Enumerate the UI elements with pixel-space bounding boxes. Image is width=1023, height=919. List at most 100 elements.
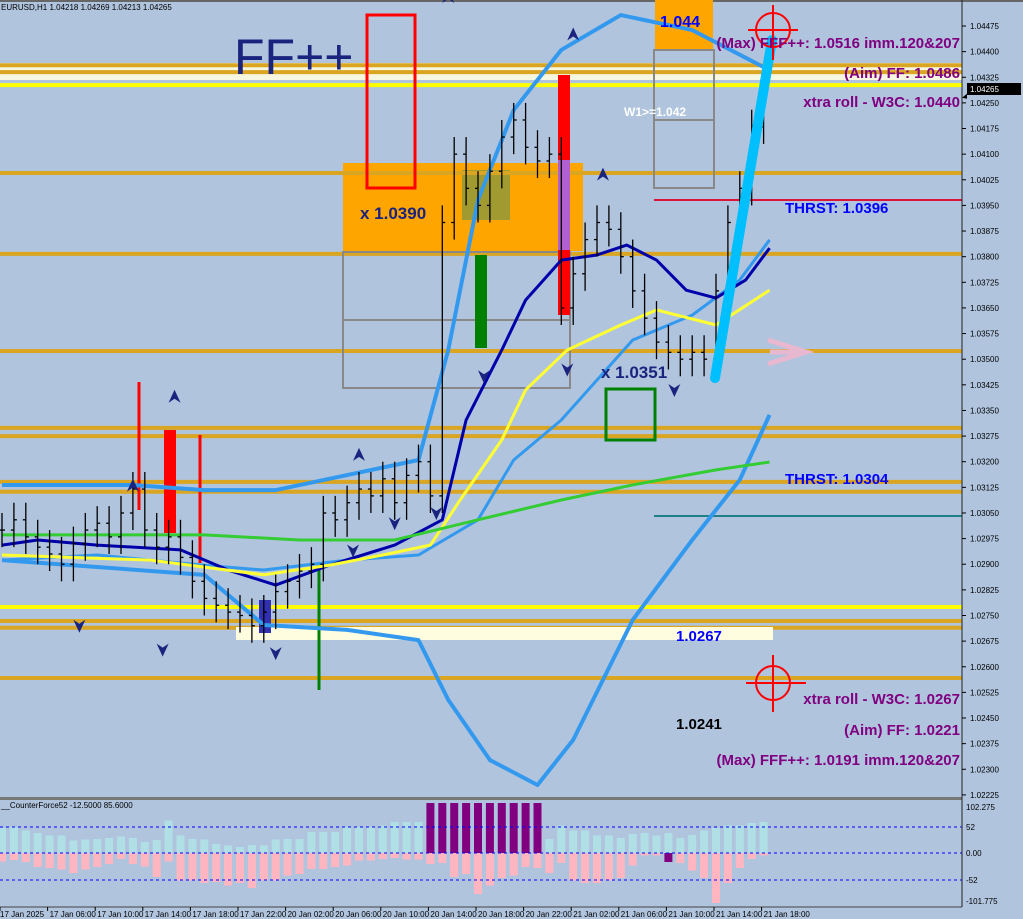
time-tick-label: 21 Jan 18:00 bbox=[764, 910, 811, 919]
histogram-negative-bar bbox=[497, 853, 506, 878]
histogram-negative-bar bbox=[81, 853, 90, 870]
histogram-negative-bar bbox=[224, 853, 233, 886]
ohlc-bar bbox=[308, 547, 315, 589]
price-tick-label: 1.03650 bbox=[970, 304, 999, 313]
histogram-negative-bar bbox=[355, 853, 363, 861]
histogram-negative-bar bbox=[283, 853, 292, 876]
histogram-positive-bar bbox=[117, 836, 125, 853]
histogram-positive-bar bbox=[57, 835, 66, 853]
ind-tick: 102.275 bbox=[966, 803, 995, 812]
histogram-negative-bar bbox=[485, 853, 494, 886]
histogram-positive-bar bbox=[140, 842, 149, 853]
ohlc-bar bbox=[344, 485, 351, 537]
fractal-up-arrow-icon bbox=[126, 478, 139, 492]
current-price-pointer bbox=[962, 93, 967, 99]
histogram-positive-bar bbox=[533, 803, 542, 853]
price-tick-label: 1.02375 bbox=[970, 740, 999, 749]
histogram-negative-bar bbox=[93, 853, 102, 867]
histogram-negative-bar bbox=[462, 853, 471, 874]
ohlc-bar bbox=[284, 564, 291, 609]
ind-tick: -52 bbox=[966, 876, 978, 885]
time-axis: 17 Jan 2025 17 Jan 06:00 17 Jan 10:00 17 Ja… bbox=[0, 907, 810, 919]
ohlc-bar bbox=[34, 519, 41, 565]
price-tick-label: 1.03875 bbox=[970, 227, 999, 236]
histogram-positive-bar bbox=[343, 827, 352, 853]
histogram-negative-bar bbox=[438, 853, 447, 863]
histogram-positive-bar bbox=[212, 844, 221, 853]
fractal-down-arrow-icon bbox=[156, 643, 169, 657]
fractal-down-arrow-icon bbox=[73, 619, 86, 633]
histogram-negative-bar bbox=[569, 853, 578, 881]
ohlc-bar bbox=[153, 512, 160, 565]
histogram-negative-bar bbox=[402, 853, 411, 860]
ohlc-bar bbox=[605, 205, 612, 247]
ma-yellow-line bbox=[1, 288, 771, 577]
current-price-label: 1.04265 bbox=[970, 85, 999, 94]
histogram-negative-bar bbox=[105, 853, 114, 864]
histogram-negative-bar bbox=[581, 853, 590, 883]
ohlc-bar bbox=[260, 594, 267, 643]
price-tick-label: 1.02900 bbox=[970, 560, 999, 569]
histogram-negative-bar bbox=[366, 853, 375, 861]
histogram-positive-bar bbox=[81, 839, 90, 853]
time-tick-label: 21 Jan 10:00 bbox=[668, 910, 715, 919]
histogram-negative-bar bbox=[128, 853, 137, 864]
histogram-positive-bar bbox=[259, 845, 268, 853]
histogram-negative-bar bbox=[319, 853, 328, 869]
ohlc-bar bbox=[0, 512, 5, 548]
histogram-positive-bar bbox=[497, 803, 506, 853]
time-tick-label: 21 Jan 02:00 bbox=[573, 910, 620, 919]
histogram-positive-bar bbox=[604, 835, 613, 853]
histogram-positive-bar bbox=[485, 803, 494, 853]
histogram-positive-bar bbox=[224, 845, 233, 853]
histogram-negative-bar bbox=[45, 853, 54, 868]
histogram-positive-bar bbox=[688, 835, 697, 853]
histogram-positive-bar bbox=[366, 827, 375, 853]
histogram-positive-bar bbox=[581, 830, 590, 853]
ohlc-bar bbox=[320, 495, 327, 582]
price-tick-label: 1.04025 bbox=[970, 176, 999, 185]
time-tick-label: 21 Jan 06:00 bbox=[621, 910, 668, 919]
cyan-projection-line bbox=[710, 35, 777, 383]
price-tick-label: 1.02450 bbox=[970, 714, 999, 723]
blue-bar-marker bbox=[259, 600, 271, 633]
histogram-positive-bar bbox=[45, 835, 54, 853]
ohlc-bar bbox=[106, 506, 113, 554]
histogram-negative-bar bbox=[9, 853, 18, 860]
fractal-down-arrow-icon bbox=[347, 544, 360, 558]
histogram-negative-bar bbox=[676, 853, 685, 863]
histogram-positive-bar bbox=[759, 822, 768, 853]
ohlc-bar bbox=[677, 335, 684, 377]
histogram-positive-bar bbox=[390, 822, 399, 853]
ff-logo-text: FF++ bbox=[234, 29, 353, 85]
histogram-positive-bar bbox=[378, 825, 387, 853]
red-bar-marker-left bbox=[164, 430, 176, 533]
price-tick-label: 1.03125 bbox=[970, 483, 999, 492]
histogram-positive-bar bbox=[247, 845, 256, 853]
fractal-down-arrow-icon bbox=[430, 506, 443, 520]
ind-tick: 52 bbox=[966, 823, 975, 832]
histogram-positive-bar bbox=[712, 828, 720, 853]
histogram-positive-bar bbox=[414, 822, 423, 853]
pink-arrow-icon bbox=[767, 337, 815, 367]
histogram-positive-bar bbox=[307, 832, 316, 853]
histogram-negative-bar bbox=[450, 853, 459, 877]
red-target-box bbox=[365, 13, 417, 190]
price-tick-label: 1.03425 bbox=[970, 381, 999, 390]
histogram-positive-bar bbox=[545, 839, 554, 853]
ohlc-bar bbox=[594, 205, 600, 257]
histogram-positive-bar bbox=[295, 839, 304, 853]
histogram-negative-bar bbox=[176, 853, 185, 881]
pane-separator[interactable] bbox=[0, 797, 962, 800]
ohlc-bar bbox=[201, 564, 208, 616]
histogram-positive-bar bbox=[283, 839, 292, 853]
histogram-negative-bar bbox=[593, 853, 601, 883]
histogram-negative-bar bbox=[628, 853, 637, 866]
price-tick-label: 1.02525 bbox=[970, 688, 999, 697]
green-box bbox=[604, 387, 657, 442]
xtra-up-label: xtra roll - W3C: 1.0440 bbox=[803, 94, 960, 111]
histogram-positive-bar bbox=[188, 839, 197, 853]
histogram-negative-bar bbox=[509, 853, 518, 876]
ohlc-bar bbox=[225, 588, 232, 630]
